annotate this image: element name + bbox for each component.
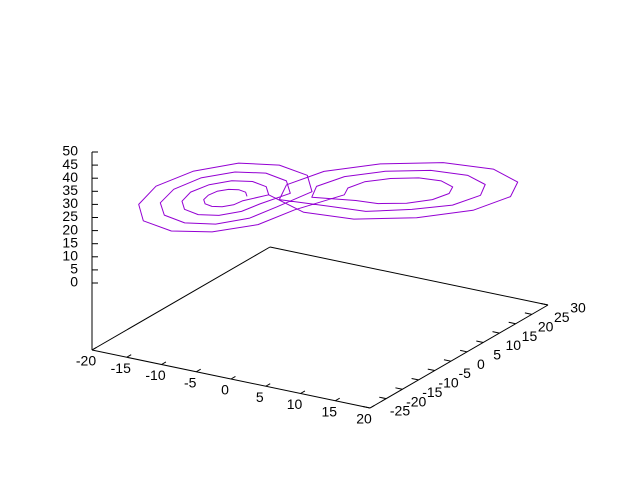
x-tick-label: 0 <box>221 382 229 398</box>
y-tick <box>540 303 549 306</box>
z-tick-label: 20 <box>62 221 78 237</box>
z-tick-label: 30 <box>62 195 78 211</box>
y-tick-label: 20 <box>538 318 554 334</box>
y-tick <box>362 406 371 409</box>
y-tick-label: -15 <box>422 384 442 400</box>
x-tick-label: -10 <box>145 367 165 383</box>
y-tick <box>476 340 484 343</box>
z-tick-label: 50 <box>62 143 78 159</box>
x-tick <box>91 346 97 351</box>
y-tick <box>411 377 419 381</box>
y-tick-label: -5 <box>459 365 472 381</box>
y-tick <box>427 368 435 372</box>
x-tick-label: -20 <box>76 353 96 369</box>
y-tick-label: 5 <box>493 347 501 363</box>
x-tick <box>161 361 167 365</box>
x-tick <box>126 354 132 358</box>
z-tick-label: 10 <box>62 248 78 264</box>
x-tick-label: -5 <box>184 374 197 390</box>
z-tick-label: 35 <box>62 182 78 198</box>
z-tick-label: 15 <box>62 234 78 250</box>
z-tick-label: 25 <box>62 208 78 224</box>
z-tick-label: 0 <box>70 274 78 290</box>
base-edge <box>369 304 549 409</box>
z-tick-label: 45 <box>62 156 78 172</box>
z-tick-label: 40 <box>62 169 78 185</box>
x-tick <box>195 368 201 373</box>
y-tick-label: -10 <box>438 375 458 391</box>
x-tick <box>369 404 375 409</box>
base-edge <box>91 246 271 351</box>
x-tick-label: 20 <box>356 411 372 427</box>
y-tick-label: -25 <box>390 403 410 419</box>
y-tick <box>460 349 468 353</box>
y-tick <box>379 396 387 400</box>
y-tick <box>395 387 403 390</box>
x-tick <box>230 375 236 380</box>
y-tick-label: 0 <box>477 356 485 372</box>
z-tick-label: 5 <box>70 261 78 277</box>
x-tick <box>334 397 340 402</box>
x-tick-label: 15 <box>321 403 337 419</box>
x-tick-label: 10 <box>287 396 303 412</box>
y-tick-label: 25 <box>554 309 570 325</box>
base-edge <box>269 246 549 306</box>
trajectory <box>138 162 519 233</box>
x-tick-label: -15 <box>111 360 131 376</box>
y-tick <box>443 359 452 362</box>
x-tick-label: 5 <box>256 389 264 405</box>
y-tick-label: -20 <box>406 393 426 409</box>
x-tick <box>300 390 306 394</box>
y-tick-label: 15 <box>522 328 538 344</box>
y-tick-label: 10 <box>505 337 521 353</box>
y-tick-label: 30 <box>570 300 586 316</box>
y-tick <box>508 321 516 325</box>
y-tick <box>492 331 500 334</box>
y-tick <box>524 312 532 315</box>
x-tick <box>265 383 271 387</box>
